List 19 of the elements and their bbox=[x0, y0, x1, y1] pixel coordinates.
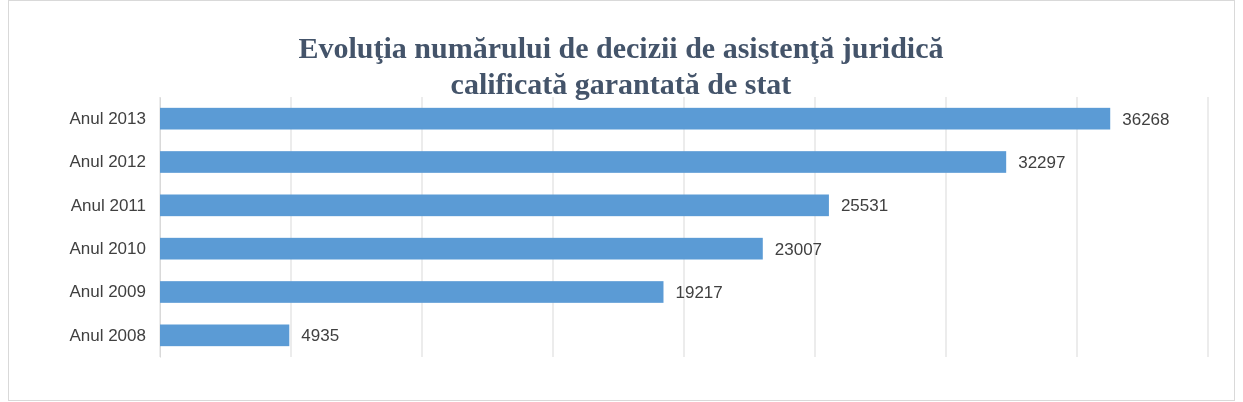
y-tick-label: Anul 2013 bbox=[69, 109, 146, 129]
y-tick-label: Anul 2010 bbox=[69, 239, 146, 259]
y-tick-label: Anul 2012 bbox=[69, 152, 146, 172]
bar bbox=[160, 324, 290, 347]
data-label: 25531 bbox=[840, 196, 889, 216]
data-label: 19217 bbox=[675, 282, 723, 302]
chart-title: Evoluţia numărului de decizii de asistenţă juridică calificată garantată de stat bbox=[298, 31, 944, 100]
data-label: 32297 bbox=[1018, 152, 1066, 172]
y-tick-label: Anul 2011 bbox=[70, 195, 146, 215]
bar bbox=[160, 237, 763, 260]
y-tick-label: Anul 2008 bbox=[69, 325, 146, 345]
data-label: 23007 bbox=[774, 239, 823, 259]
y-tick-label: Anul 2009 bbox=[69, 282, 146, 302]
bar bbox=[160, 281, 664, 303]
bar bbox=[160, 194, 829, 217]
bar bbox=[160, 151, 1007, 173]
bar bbox=[160, 107, 1111, 130]
data-label: 4935 bbox=[301, 326, 340, 346]
data-label: 36268 bbox=[1122, 109, 1170, 129]
